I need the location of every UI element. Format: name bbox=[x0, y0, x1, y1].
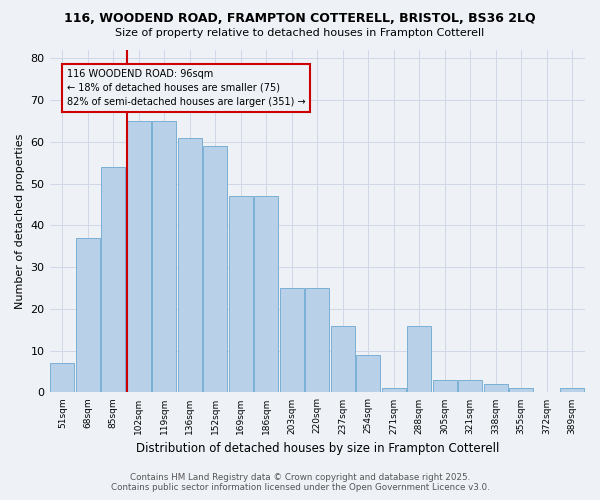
Y-axis label: Number of detached properties: Number of detached properties bbox=[15, 134, 25, 309]
Bar bbox=[50, 363, 74, 392]
Bar bbox=[305, 288, 329, 393]
Bar bbox=[152, 121, 176, 392]
Bar bbox=[407, 326, 431, 392]
Bar bbox=[509, 388, 533, 392]
Bar bbox=[560, 388, 584, 392]
Bar bbox=[101, 167, 125, 392]
Text: Size of property relative to detached houses in Frampton Cotterell: Size of property relative to detached ho… bbox=[115, 28, 485, 38]
Bar bbox=[331, 326, 355, 392]
Text: 116 WOODEND ROAD: 96sqm
← 18% of detached houses are smaller (75)
82% of semi-de: 116 WOODEND ROAD: 96sqm ← 18% of detache… bbox=[67, 69, 305, 107]
Bar bbox=[484, 384, 508, 392]
Bar bbox=[229, 196, 253, 392]
Bar bbox=[203, 146, 227, 392]
Text: Contains HM Land Registry data © Crown copyright and database right 2025.
Contai: Contains HM Land Registry data © Crown c… bbox=[110, 473, 490, 492]
Bar bbox=[356, 355, 380, 393]
Bar bbox=[382, 388, 406, 392]
Bar bbox=[254, 196, 278, 392]
Bar bbox=[76, 238, 100, 392]
Bar bbox=[127, 121, 151, 392]
Text: 116, WOODEND ROAD, FRAMPTON COTTERELL, BRISTOL, BS36 2LQ: 116, WOODEND ROAD, FRAMPTON COTTERELL, B… bbox=[64, 12, 536, 26]
Bar bbox=[433, 380, 457, 392]
Bar bbox=[178, 138, 202, 392]
X-axis label: Distribution of detached houses by size in Frampton Cotterell: Distribution of detached houses by size … bbox=[136, 442, 499, 455]
Bar bbox=[458, 380, 482, 392]
Bar bbox=[280, 288, 304, 393]
